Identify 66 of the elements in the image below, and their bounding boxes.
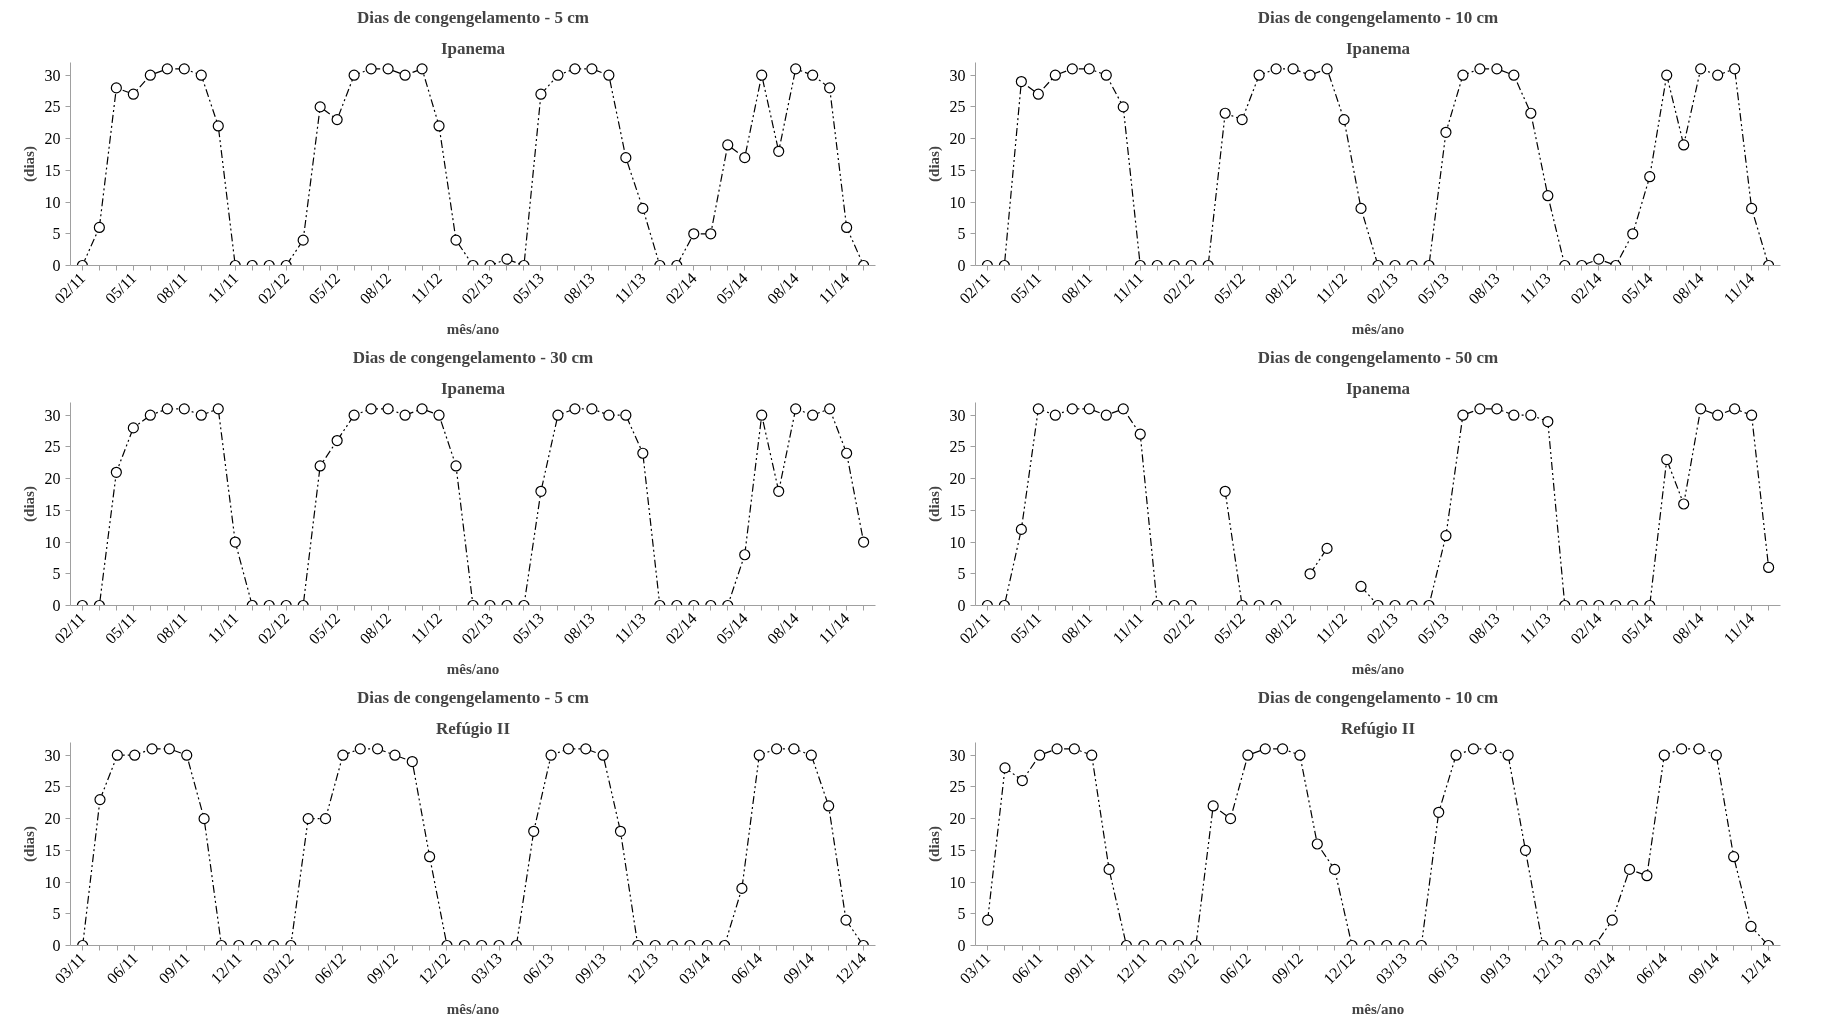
y-tick-label: 10 — [949, 533, 966, 551]
y-tick-label: 0 — [957, 597, 966, 614]
x-axis-title: mês/ano — [1351, 321, 1405, 338]
x-axis-title: mês/ano — [446, 321, 500, 338]
y-tick-label: 25 — [44, 438, 61, 456]
y-tick-label: 0 — [957, 257, 966, 274]
y-tick-label: 5 — [52, 225, 61, 243]
y-tick-label: 10 — [44, 533, 61, 551]
y-tick-label: 25 — [949, 98, 966, 116]
y-axis-title: (dias) — [925, 486, 943, 522]
y-tick-label: 20 — [44, 470, 61, 488]
y-tick-label: 10 — [44, 873, 61, 891]
chart-subtitle: Ipanema — [1345, 38, 1411, 58]
y-tick-label: 15 — [44, 501, 61, 519]
y-tick-label: 25 — [949, 438, 966, 456]
y-tick-label: 0 — [52, 257, 61, 274]
y-tick-label: 25 — [949, 778, 966, 796]
y-tick-label: 30 — [949, 66, 966, 84]
y-tick-label: 0 — [957, 937, 966, 954]
chart-subtitle: Ipanema — [440, 378, 506, 398]
y-tick-label: 25 — [44, 778, 61, 796]
y-tick-label: 5 — [52, 565, 61, 583]
chart-title: Dias de congengelamento - 5 cm — [357, 7, 589, 27]
y-tick-label: 30 — [949, 746, 966, 764]
y-tick-label: 15 — [949, 841, 966, 859]
y-tick-label: 5 — [52, 905, 61, 923]
y-tick-label: 30 — [44, 66, 61, 84]
chart-title: Dias de congengelamento - 50 cm — [1257, 347, 1499, 367]
y-tick-label: 20 — [44, 130, 61, 148]
chart-title: Dias de congengelamento - 5 cm — [357, 687, 589, 707]
x-axis-title: mês/ano — [1351, 1001, 1405, 1018]
y-axis-title: (dias) — [20, 826, 38, 862]
y-tick-label: 5 — [957, 905, 966, 923]
y-axis-title: (dias) — [925, 146, 943, 182]
y-tick-label: 10 — [949, 873, 966, 891]
y-tick-label: 25 — [44, 98, 61, 116]
y-tick-label: 0 — [52, 937, 61, 954]
y-tick-label: 15 — [949, 501, 966, 519]
chart-subtitle: Ipanema — [1345, 378, 1411, 398]
x-axis-title: mês/ano — [446, 1001, 500, 1018]
y-tick-label: 20 — [949, 130, 966, 148]
chart-title: Dias de congengelamento - 10 cm — [1257, 687, 1499, 707]
y-tick-label: 0 — [52, 597, 61, 614]
chart-subtitle: Refúgio II — [435, 718, 511, 738]
y-tick-label: 15 — [44, 841, 61, 859]
y-axis-title: (dias) — [925, 826, 943, 862]
y-axis-title: (dias) — [20, 146, 38, 182]
x-axis-title: mês/ano — [446, 661, 500, 678]
y-tick-label: 10 — [949, 193, 966, 211]
y-tick-label: 30 — [44, 406, 61, 424]
chart-subtitle: Refúgio II — [1340, 718, 1416, 738]
y-tick-label: 15 — [44, 161, 61, 179]
chart-subtitle: Ipanema — [440, 38, 506, 58]
y-tick-label: 20 — [949, 810, 966, 828]
chart-title: Dias de congengelamento - 10 cm — [1257, 7, 1499, 27]
y-tick-label: 5 — [957, 225, 966, 243]
y-tick-label: 15 — [949, 161, 966, 179]
x-axis-title: mês/ano — [1351, 661, 1405, 678]
y-tick-label: 5 — [957, 565, 966, 583]
y-tick-label: 30 — [44, 746, 61, 764]
y-tick-label: 10 — [44, 193, 61, 211]
y-tick-label: 20 — [44, 810, 61, 828]
y-tick-label: 30 — [949, 406, 966, 424]
y-tick-label: 20 — [949, 470, 966, 488]
chart-title: Dias de congengelamento - 30 cm — [352, 347, 594, 367]
y-axis-title: (dias) — [20, 486, 38, 522]
